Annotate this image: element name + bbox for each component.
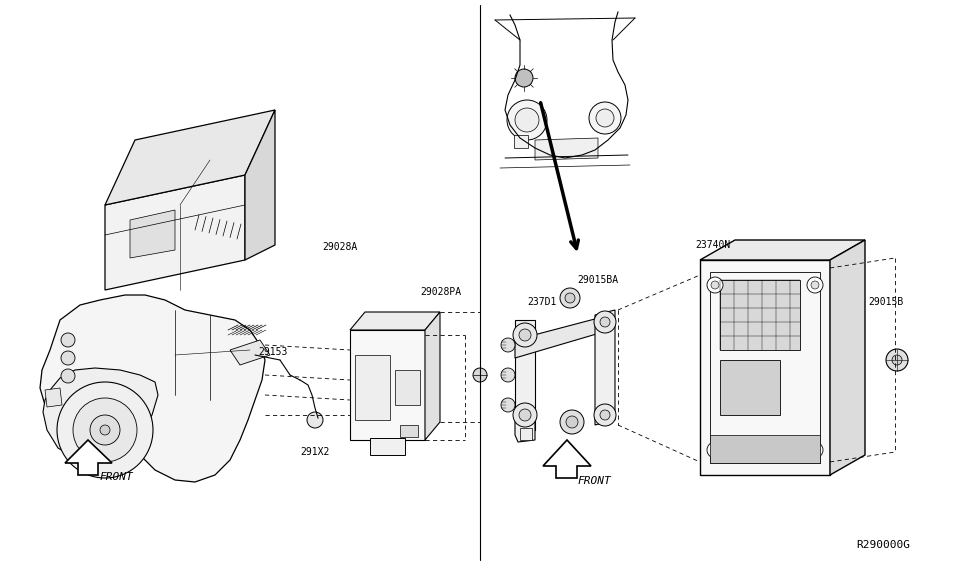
Circle shape <box>513 323 537 347</box>
Polygon shape <box>514 135 528 148</box>
Circle shape <box>707 277 723 293</box>
Circle shape <box>711 281 719 289</box>
Circle shape <box>57 382 153 478</box>
Polygon shape <box>400 425 418 437</box>
Circle shape <box>501 368 515 382</box>
Circle shape <box>807 442 823 458</box>
Circle shape <box>811 281 819 289</box>
Polygon shape <box>395 370 420 405</box>
Polygon shape <box>370 438 405 455</box>
Text: 291X2: 291X2 <box>300 447 330 457</box>
Polygon shape <box>350 330 425 440</box>
Polygon shape <box>105 175 245 290</box>
Polygon shape <box>40 295 265 482</box>
Polygon shape <box>515 418 535 442</box>
Text: 29028A: 29028A <box>322 242 357 252</box>
Text: 29028PA: 29028PA <box>420 287 461 297</box>
Circle shape <box>892 355 902 365</box>
Polygon shape <box>700 240 865 260</box>
Circle shape <box>73 398 137 462</box>
Circle shape <box>61 369 75 383</box>
Text: 23740N: 23740N <box>695 240 730 250</box>
Polygon shape <box>245 110 275 260</box>
Polygon shape <box>45 388 62 407</box>
Polygon shape <box>830 240 865 475</box>
Text: 29015BA: 29015BA <box>577 275 618 285</box>
Circle shape <box>596 109 614 127</box>
Polygon shape <box>520 428 532 440</box>
Circle shape <box>600 410 610 420</box>
Circle shape <box>61 351 75 365</box>
Polygon shape <box>65 440 112 475</box>
Circle shape <box>507 100 547 140</box>
Polygon shape <box>543 440 591 478</box>
Circle shape <box>307 412 323 428</box>
Polygon shape <box>130 210 175 258</box>
Circle shape <box>100 425 110 435</box>
Polygon shape <box>720 280 800 350</box>
Circle shape <box>513 403 537 427</box>
Circle shape <box>707 442 723 458</box>
Text: FRONT: FRONT <box>100 472 134 482</box>
Polygon shape <box>535 138 598 160</box>
Polygon shape <box>700 260 830 475</box>
Circle shape <box>886 349 908 371</box>
Circle shape <box>501 338 515 352</box>
Circle shape <box>501 398 515 412</box>
Circle shape <box>560 288 580 308</box>
Circle shape <box>61 333 75 347</box>
Circle shape <box>594 404 616 426</box>
Polygon shape <box>425 312 440 440</box>
Circle shape <box>515 108 539 132</box>
Circle shape <box>565 293 575 303</box>
Circle shape <box>711 446 719 454</box>
Circle shape <box>473 368 487 382</box>
Polygon shape <box>230 340 270 365</box>
Circle shape <box>600 317 610 327</box>
Circle shape <box>589 102 621 134</box>
Polygon shape <box>105 110 275 205</box>
Circle shape <box>560 410 584 434</box>
Circle shape <box>519 409 531 421</box>
Text: R290000G: R290000G <box>856 540 910 550</box>
Circle shape <box>807 277 823 293</box>
Polygon shape <box>710 435 820 463</box>
Polygon shape <box>720 360 780 415</box>
Text: FRONT: FRONT <box>578 476 611 486</box>
Polygon shape <box>350 312 440 330</box>
Polygon shape <box>515 315 610 358</box>
Text: 237D1: 237D1 <box>527 297 557 307</box>
Polygon shape <box>515 320 535 430</box>
Polygon shape <box>43 368 158 460</box>
Circle shape <box>519 329 531 341</box>
Text: 29153: 29153 <box>258 347 288 357</box>
Circle shape <box>811 446 819 454</box>
Circle shape <box>515 69 533 87</box>
Polygon shape <box>355 355 390 420</box>
Circle shape <box>594 311 616 333</box>
Polygon shape <box>595 310 615 425</box>
Text: 29015B: 29015B <box>868 297 903 307</box>
Circle shape <box>90 415 120 445</box>
Circle shape <box>566 416 578 428</box>
